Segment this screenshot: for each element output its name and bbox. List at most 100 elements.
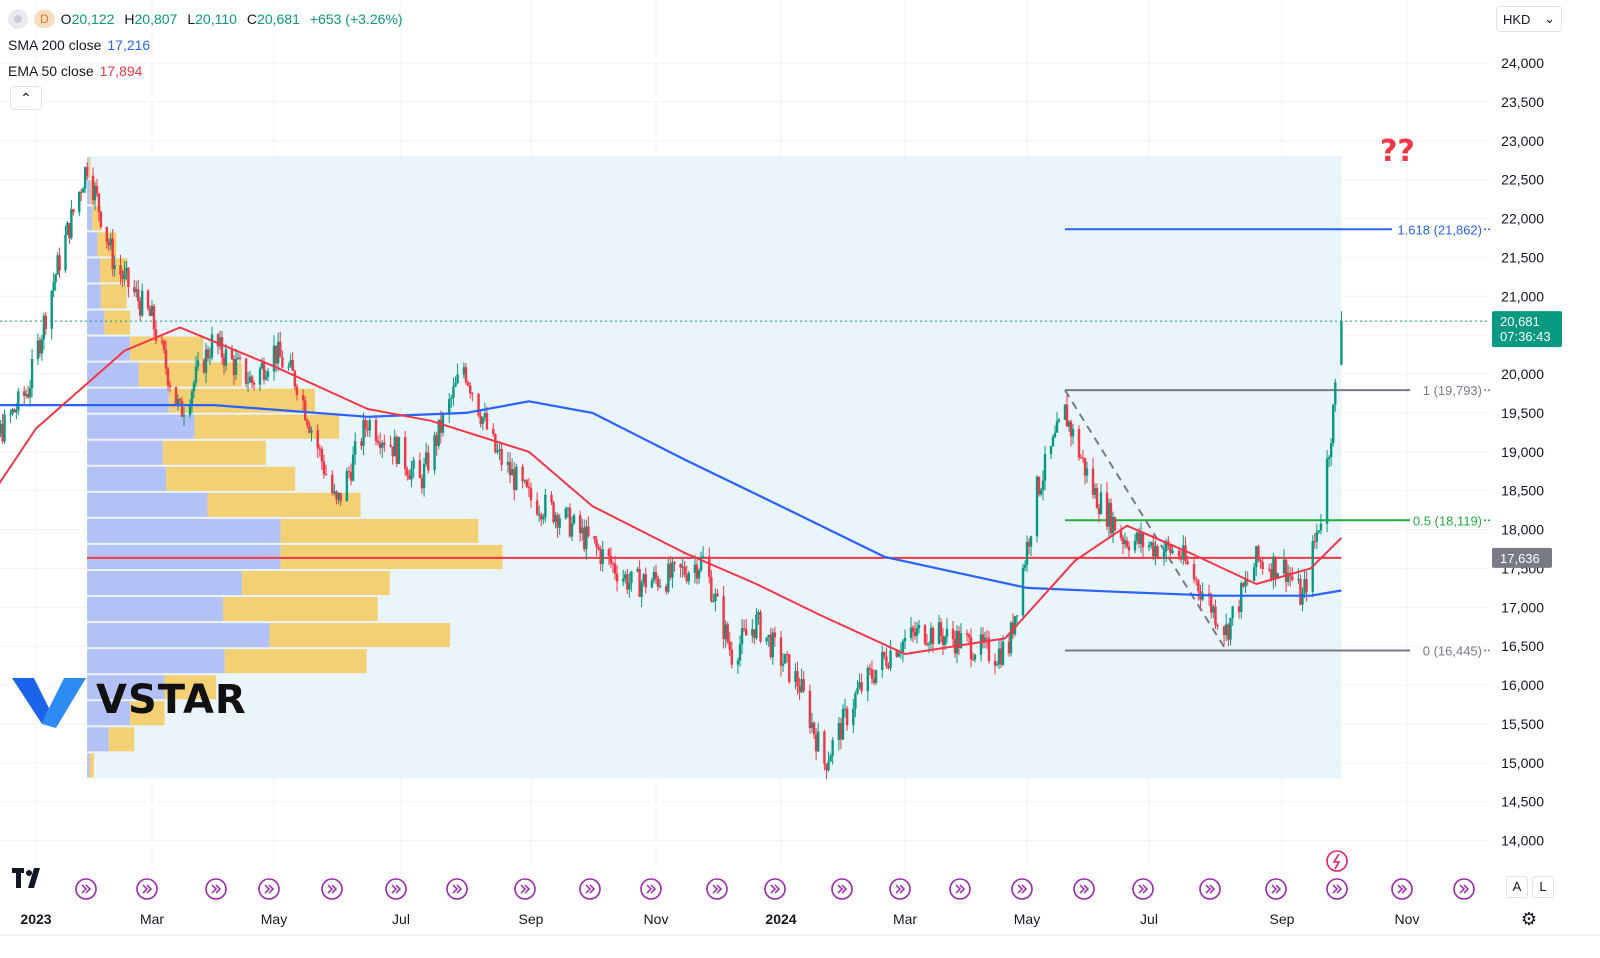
candle-body bbox=[1255, 546, 1258, 568]
candle-body bbox=[408, 475, 411, 480]
candle-body bbox=[831, 740, 834, 756]
candle-body bbox=[1041, 480, 1045, 490]
candle-body bbox=[360, 441, 363, 446]
candle-body bbox=[113, 265, 116, 270]
sma-legend-row[interactable]: SMA 200 close 17,216 bbox=[8, 32, 407, 58]
candle-body bbox=[903, 637, 907, 642]
tradingview-logo[interactable] bbox=[12, 868, 46, 894]
candle-body bbox=[628, 582, 631, 590]
candle-body bbox=[852, 708, 855, 726]
candle-body bbox=[1214, 606, 1217, 626]
candle-body bbox=[1055, 421, 1059, 433]
time-tick-label: Nov bbox=[1395, 911, 1420, 927]
candle-body bbox=[70, 209, 73, 239]
candle-body bbox=[1259, 560, 1262, 563]
event-chevron-icon bbox=[1332, 884, 1343, 894]
price-tick-label: 14,000 bbox=[1501, 833, 1544, 849]
candle-body bbox=[494, 433, 497, 453]
candle-body bbox=[1065, 404, 1069, 427]
candle-body bbox=[196, 360, 200, 367]
candle-body bbox=[889, 650, 892, 669]
candle-body bbox=[42, 315, 46, 340]
candle-body bbox=[1227, 624, 1230, 640]
candle-body bbox=[1067, 421, 1071, 427]
candle-body bbox=[464, 367, 468, 383]
time-tick-label: Sep bbox=[519, 911, 544, 927]
candle-body bbox=[1301, 593, 1304, 605]
candle-body bbox=[1192, 564, 1196, 580]
candle-body bbox=[521, 466, 524, 482]
symbol-status-dot[interactable] bbox=[8, 9, 28, 29]
sma-200-line bbox=[0, 400, 1342, 597]
candle-body bbox=[1093, 487, 1097, 495]
candle-body bbox=[395, 436, 399, 464]
candle-body bbox=[757, 612, 760, 615]
price-tick-label: 15,000 bbox=[1501, 755, 1544, 771]
candle-body bbox=[759, 612, 762, 642]
candle-body bbox=[454, 382, 457, 387]
candle-body bbox=[1013, 616, 1017, 635]
candle-body bbox=[1133, 540, 1137, 551]
candle-body bbox=[915, 628, 919, 637]
candle-body bbox=[146, 290, 150, 309]
high-label: H bbox=[124, 11, 135, 27]
auto-scale-button[interactable]: A bbox=[1506, 876, 1528, 898]
candle-body bbox=[730, 649, 734, 665]
candle-body bbox=[593, 535, 596, 540]
event-chevron-icon bbox=[211, 884, 222, 894]
candle-body bbox=[80, 191, 83, 193]
fibonacci-levels: 1.618 (21,862) 1 (19,793) 0.5 (18,119) 0 (1… bbox=[0, 222, 1490, 658]
collapse-legend-button[interactable]: ⌃ bbox=[10, 86, 42, 110]
candle-body bbox=[728, 641, 731, 650]
candle-body bbox=[150, 306, 154, 316]
candle-body bbox=[331, 474, 334, 494]
candle-body bbox=[765, 637, 768, 642]
event-chevron-icon bbox=[1397, 884, 1408, 894]
currency-selector[interactable]: HKD ⌄ bbox=[1496, 6, 1562, 32]
volume-profile-buy-bar bbox=[87, 258, 101, 283]
price-tick-label: 18,500 bbox=[1501, 483, 1544, 499]
candle-body bbox=[1282, 559, 1286, 574]
event-chevron-icon bbox=[1138, 884, 1149, 894]
ema-value: 17,894 bbox=[99, 63, 143, 79]
candle-body bbox=[437, 419, 440, 446]
candle-body bbox=[568, 507, 572, 537]
candle-body bbox=[981, 634, 985, 643]
volume-profile-sell-bar bbox=[269, 623, 451, 648]
candle-body bbox=[125, 267, 128, 272]
candle-body bbox=[477, 393, 480, 416]
candle-body bbox=[681, 566, 684, 568]
candle-body bbox=[767, 634, 770, 638]
candle-body bbox=[1039, 489, 1043, 495]
price-tick-label: 24,000 bbox=[1501, 55, 1544, 71]
volume-profile-buy-bar bbox=[87, 414, 195, 439]
log-scale-button[interactable]: L bbox=[1532, 876, 1554, 898]
candle-body bbox=[710, 576, 713, 602]
candle-body bbox=[24, 394, 28, 396]
candle-body bbox=[755, 614, 758, 639]
candle-body bbox=[410, 468, 413, 480]
volume-profile-buy-bar bbox=[87, 232, 98, 257]
interval-badge[interactable]: D bbox=[34, 10, 55, 28]
candle-body bbox=[109, 238, 112, 246]
candle-body bbox=[1171, 550, 1174, 554]
last-price-badge bbox=[1492, 311, 1562, 348]
price-tick-label: 19,000 bbox=[1501, 444, 1544, 460]
event-chevron-icon bbox=[1205, 884, 1216, 894]
candle-body bbox=[798, 686, 801, 693]
candle-body bbox=[222, 357, 226, 366]
candle-body bbox=[1286, 572, 1290, 582]
candle-body bbox=[667, 563, 670, 592]
candle-body bbox=[40, 339, 44, 354]
candle-body bbox=[439, 419, 443, 433]
candle-body bbox=[693, 564, 697, 573]
gear-icon[interactable]: ⚙ bbox=[1520, 909, 1538, 929]
candle-body bbox=[564, 508, 568, 519]
ema-legend-row[interactable]: EMA 50 close 17,894 bbox=[8, 58, 407, 84]
candle-body bbox=[814, 734, 818, 752]
candle-body bbox=[654, 572, 658, 579]
annotation-question-marks: ?? bbox=[1380, 134, 1415, 169]
candle-body bbox=[28, 388, 32, 398]
candle-body bbox=[83, 167, 87, 189]
